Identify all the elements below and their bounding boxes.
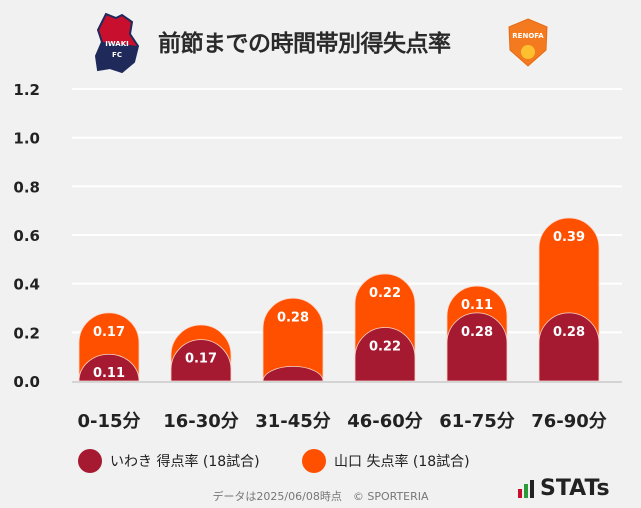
bar-iwaki	[354, 327, 416, 382]
y-tick-label: 1.2	[13, 81, 40, 99]
data-label-yamaguchi: 0.28	[277, 310, 309, 325]
data-label-yamaguchi: 0.39	[553, 230, 585, 245]
data-label-iwaki: 0.28	[553, 325, 585, 340]
bar-yamaguchi	[262, 297, 324, 382]
data-label-iwaki: 0.28	[461, 325, 493, 340]
data-label-iwaki: 0.17	[185, 352, 217, 367]
data-label-yamaguchi: 0.22	[369, 286, 401, 301]
data-label-iwaki: 0.11	[93, 366, 125, 381]
bar-iwaki	[446, 312, 508, 382]
y-tick-label: 0.0	[13, 373, 40, 391]
legend-item-iwaki: いわき 得点率 (18試合)	[78, 449, 260, 473]
stats-brand-text: STATs	[540, 476, 610, 501]
x-tick-label: 46-60分	[347, 411, 423, 432]
y-tick-label: 0.6	[13, 227, 40, 245]
data-label-iwaki: 0.22	[369, 339, 401, 354]
x-tick-label: 61-75分	[439, 411, 515, 432]
stats-logo-icon	[518, 479, 534, 498]
legend-item-yamaguchi: 山口 失点率 (18試合)	[302, 449, 470, 473]
legend-label-iwaki: いわき 得点率 (18試合)	[110, 454, 260, 470]
bar-iwaki	[538, 312, 600, 382]
y-tick-label: 1.0	[13, 130, 40, 148]
legend-swatch-yamaguchi	[302, 449, 326, 473]
svg-text:RENOFA: RENOFA	[512, 32, 544, 40]
y-tick-label: 0.8	[13, 178, 40, 196]
x-tick-label: 0-15分	[77, 411, 140, 432]
y-tick-label: 0.4	[13, 276, 40, 294]
x-tick-label: 16-30分	[163, 411, 239, 432]
bar-iwaki	[170, 339, 232, 382]
svg-text:IWAKI: IWAKI	[105, 40, 128, 48]
legend-swatch-iwaki	[78, 449, 102, 473]
svg-text:FC: FC	[112, 51, 122, 59]
bar-chart: 0.0 0.2 0.4 0.6 0.8 1.0 1.2 0.17 0.11 0-15分 0.17 16…	[13, 81, 622, 432]
data-label-yamaguchi: 0.11	[461, 298, 493, 313]
stats-brand: STATs	[518, 476, 610, 501]
data-label-yamaguchi: 0.17	[93, 325, 125, 340]
legend-label-yamaguchi: 山口 失点率 (18試合)	[334, 454, 470, 470]
footer-note: データは2025/06/08時点 © SPORTERIA	[212, 490, 429, 503]
bar-iwaki	[78, 353, 140, 382]
x-tick-label: 76-90分	[531, 411, 607, 432]
y-tick-label: 0.2	[13, 324, 40, 342]
bar-iwaki	[262, 366, 324, 382]
x-tick-label: 31-45分	[255, 411, 331, 432]
iwaki-fc-logo: IWAKI FC	[94, 12, 140, 74]
chart-title: 前節までの時間帯別得失点率	[158, 31, 451, 57]
renofa-logo: RENOFA	[508, 18, 548, 67]
